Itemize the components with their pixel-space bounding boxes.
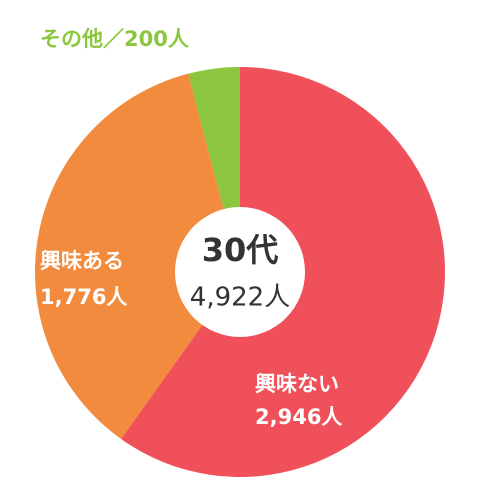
slice-label: 興味ない <box>255 372 339 396</box>
value-label: 2,946人 <box>255 405 342 429</box>
center-title: 30代 <box>202 231 279 269</box>
label-separator: ／ <box>103 27 124 51</box>
slice-label: 興味ある <box>40 249 124 273</box>
value-label: 1,776人 <box>40 285 127 309</box>
center-total: 4,922人 <box>190 283 290 313</box>
slice-label: その他 <box>40 27 103 51</box>
slice-label-line: その他／200人 <box>40 27 189 51</box>
donut-hole <box>175 207 305 337</box>
donut-slice <box>34 73 240 439</box>
value-label: 200人 <box>124 27 189 51</box>
